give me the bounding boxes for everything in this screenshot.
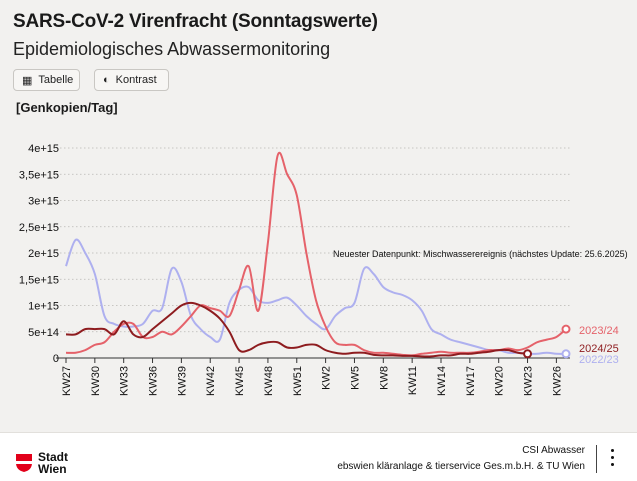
x-tick-label: KW30 bbox=[90, 366, 102, 396]
x-tick-label: KW20 bbox=[494, 366, 506, 396]
x-tick-label: KW14 bbox=[436, 366, 448, 396]
y-axis: 0 5e+14 1e+15 1,5e+15 2e+15 2,5e+15 3e+15 3,5e+… bbox=[19, 143, 59, 365]
y-tick-label: 1,5e+15 bbox=[19, 274, 59, 286]
divider bbox=[596, 445, 597, 473]
table-button[interactable]: ▦ Tabelle bbox=[13, 69, 80, 91]
table-icon: ▦ bbox=[22, 74, 33, 87]
logo-line1: Stadt bbox=[38, 450, 68, 464]
annotation: Neuester Datenpunkt: Mischwasserereignis… bbox=[333, 249, 628, 259]
stadt-wien-logo: Stadt Wien bbox=[15, 451, 68, 475]
y-tick-label: 4e+15 bbox=[28, 143, 59, 155]
x-tick-label: KW8 bbox=[378, 366, 390, 390]
x-tick-label: KW26 bbox=[551, 366, 563, 396]
table-button-label: Tabelle bbox=[38, 74, 74, 86]
contrast-icon: ◐ bbox=[103, 74, 110, 86]
x-tick-label: KW11 bbox=[407, 366, 419, 395]
series-lines bbox=[65, 152, 567, 358]
x-tick-label: KW51 bbox=[292, 366, 304, 396]
x-axis: KW27 KW30 KW33 KW36 KW39 KW42 KW45 KW48 KW51 KW2 K… bbox=[61, 358, 563, 396]
series-line bbox=[65, 152, 567, 357]
x-tick-label: KW45 bbox=[234, 366, 246, 396]
contrast-button[interactable]: ◐ Kontrast bbox=[94, 69, 169, 91]
series-line bbox=[65, 238, 567, 355]
series-line bbox=[65, 301, 528, 358]
footer: Stadt Wien CSI Abwasser ebswien kläranla… bbox=[0, 432, 637, 481]
x-tick-label: KW23 bbox=[523, 366, 535, 396]
source-line2: ebswien kläranlage & tierservice Ges.m.b… bbox=[337, 461, 585, 472]
y-tick-label: 0 bbox=[53, 353, 59, 365]
chart-subtitle: Epidemiologisches Abwassermonitoring bbox=[13, 39, 331, 59]
series-end-marker bbox=[523, 349, 533, 359]
series-label: 2022/23 bbox=[579, 354, 619, 366]
series-label: 2023/24 bbox=[579, 325, 619, 337]
y-tick-label: 2,5e+15 bbox=[19, 222, 59, 234]
x-tick-label: KW17 bbox=[465, 366, 477, 396]
series-end-marker bbox=[561, 324, 571, 334]
x-tick-label: KW42 bbox=[205, 366, 217, 396]
y-tick-label: 1e+15 bbox=[28, 301, 59, 313]
grid bbox=[56, 147, 570, 359]
x-tick-label: KW48 bbox=[263, 366, 275, 396]
x-tick-label: KW36 bbox=[148, 366, 160, 396]
x-tick-label: KW33 bbox=[119, 366, 131, 396]
x-tick-label: KW39 bbox=[176, 366, 188, 396]
x-tick-label: KW2 bbox=[321, 366, 333, 390]
contrast-button-label: Kontrast bbox=[115, 74, 157, 86]
y-tick-label: 3e+15 bbox=[28, 196, 59, 208]
x-tick-label: KW27 bbox=[61, 366, 73, 396]
x-tick-label: KW5 bbox=[349, 366, 361, 390]
series-end-marker bbox=[561, 349, 571, 359]
series-label: 2024/25 bbox=[579, 343, 619, 355]
source-line1: CSI Abwasser bbox=[522, 445, 585, 456]
y-tick-label: 3,5e+15 bbox=[19, 169, 59, 181]
y-axis-unit-label: [Genkopien/Tag] bbox=[16, 100, 118, 115]
y-tick-label: 5e+14 bbox=[28, 327, 59, 339]
y-tick-label: 2e+15 bbox=[28, 248, 59, 260]
logo-line2: Wien bbox=[38, 462, 67, 476]
more-menu-icon[interactable] bbox=[611, 449, 615, 470]
wien-crest-icon bbox=[16, 454, 32, 472]
chart-title: SARS-CoV-2 Virenfracht (Sonntagswerte) bbox=[13, 11, 378, 32]
series-end-markers: 2022/23 2023/24 2024/25 bbox=[523, 324, 619, 366]
chart: 0 5e+14 1e+15 1,5e+15 2e+15 2,5e+15 3e+15 3,5e+… bbox=[19, 143, 628, 396]
